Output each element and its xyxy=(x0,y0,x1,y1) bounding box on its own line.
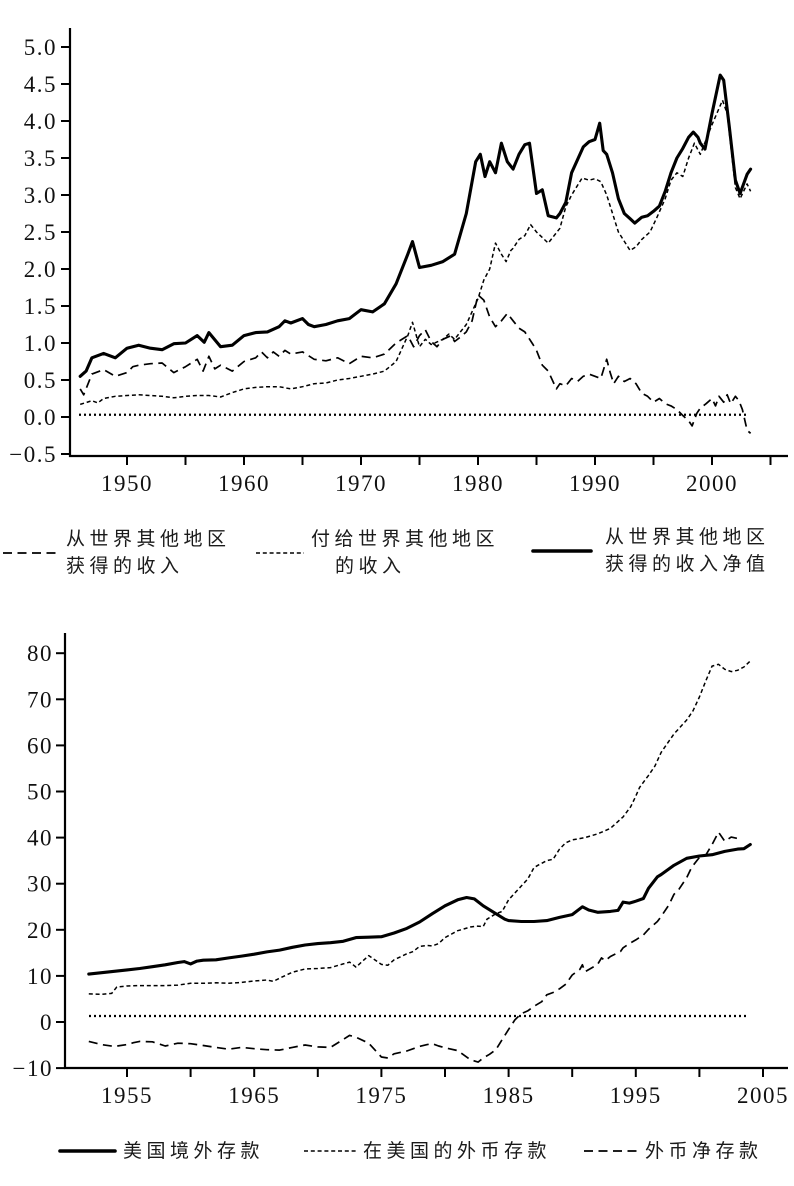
y-axis-tick-label: 20 xyxy=(27,918,53,943)
x-axis-tick-label: 1995 xyxy=(610,1083,662,1108)
y-axis-tick-label: 30 xyxy=(27,872,53,897)
income-chart: 5.0 4.5 4.0 3.5 3.0 2.5 2.0 1.5 1.0 0.5 0.0 −0.5 195… xyxy=(9,28,788,496)
x-y-axes xyxy=(68,28,788,458)
y-axis-tick-label: 0 xyxy=(40,1010,53,1035)
y-axis-tick-label: 60 xyxy=(27,733,53,758)
y-axis-tick-label: 40 xyxy=(27,826,53,851)
y-axis-tick-label: −0.5 xyxy=(9,442,57,467)
x-axis-tick-label: 2005 xyxy=(737,1083,789,1108)
legend-label-line1: 从世界其他地区 xyxy=(605,527,770,548)
legend-label: 从世界其他地区 获得的收入净值 xyxy=(605,524,770,578)
y-axis-tick-label: 4.0 xyxy=(24,109,57,134)
x-axis-tick-label: 1970 xyxy=(335,471,387,496)
y-axis-tick-label: −10 xyxy=(13,1056,53,1081)
solid-line-swatch xyxy=(531,549,593,553)
y-axis-tick-label: 0.5 xyxy=(24,368,57,393)
legend-label-line2: 的收入 xyxy=(335,556,406,577)
y-axis-tick-label: 3.5 xyxy=(24,146,57,171)
y-axis-tick-label: 3.0 xyxy=(24,183,57,208)
long-dash-line-swatch xyxy=(3,552,59,554)
fine-dash-line-swatch xyxy=(304,1150,356,1152)
series-line-2 xyxy=(78,73,753,378)
x-axis-tick-label: 1985 xyxy=(483,1083,535,1108)
legend-item-net-income: 从世界其他地区 获得的收入净值 xyxy=(531,522,770,580)
legend-label-line1: 从世界其他地区 xyxy=(66,529,231,550)
legend-label: 从世界其他地区 获得的收入 xyxy=(66,526,231,580)
series-line-0 xyxy=(79,294,752,434)
y-axis-tick-label: 50 xyxy=(27,780,53,805)
x-axis-tick-label: 1980 xyxy=(452,471,504,496)
x-y-axes xyxy=(63,633,788,1070)
long-dash-line-swatch xyxy=(584,1150,638,1152)
legend-label: 美国境外存款 xyxy=(123,1140,265,1162)
y-axis-tick-label: 80 xyxy=(27,641,53,666)
x-axis-tick-label: 1965 xyxy=(228,1083,280,1108)
x-axis-tick-label: 1990 xyxy=(569,471,621,496)
series-line-0 xyxy=(87,842,752,976)
series-line-2 xyxy=(88,831,738,1063)
legend-item-us-deposits-abroad: 美国境外存款 xyxy=(58,1136,264,1166)
y-axis-tick-label: 2.0 xyxy=(24,257,57,282)
y-axis-tick-label: 0.0 xyxy=(24,405,57,430)
x-axis-tick-label: 2000 xyxy=(686,471,738,496)
legend-item-income-paid: 付给世界其他地区 的收入 xyxy=(255,524,499,582)
x-axis-tick-label: 1955 xyxy=(101,1083,153,1108)
y-axis-tick-label: 5.0 xyxy=(24,35,57,60)
legend-item-foreign-deposits-in-us: 在美国的外币存款 xyxy=(303,1136,551,1166)
fine-dash-line-swatch xyxy=(256,552,304,554)
x-axis-tick-label: 1950 xyxy=(101,471,153,496)
deposits-chart: 80 70 60 50 40 30 20 10 0 −10 1955 1965 1975 1985 1995… xyxy=(13,633,789,1108)
y-axis-tick-label: 10 xyxy=(27,964,53,989)
legend-label: 在美国的外币存款 xyxy=(363,1140,552,1162)
y-axis-tick-label: 4.5 xyxy=(24,72,57,97)
legend-label-line2: 获得的收入 xyxy=(66,556,184,577)
legend-label: 付给世界其他地区 的收入 xyxy=(311,526,499,580)
y-axis-tick-label: 1.5 xyxy=(24,294,57,319)
y-axis-tick-label: 70 xyxy=(27,687,53,712)
legend-item-net-foreign-deposits: 外币净存款 xyxy=(583,1136,763,1166)
series-line-1 xyxy=(79,99,752,406)
y-axis-tick-label: 1.0 xyxy=(24,331,57,356)
legend-label-line1: 付给世界其他地区 xyxy=(311,529,500,550)
legend-label: 外币净存款 xyxy=(645,1140,763,1162)
x-axis-tick-label: 1975 xyxy=(355,1083,407,1108)
legend-label-line2: 获得的收入净值 xyxy=(605,554,770,575)
series-line-1 xyxy=(88,660,751,996)
legend-item-income-received: 从世界其他地区 获得的收入 xyxy=(2,524,231,582)
x-axis-tick-label: 1960 xyxy=(218,471,270,496)
solid-line-swatch xyxy=(58,1149,117,1153)
y-axis-tick-label: 2.5 xyxy=(24,220,57,245)
